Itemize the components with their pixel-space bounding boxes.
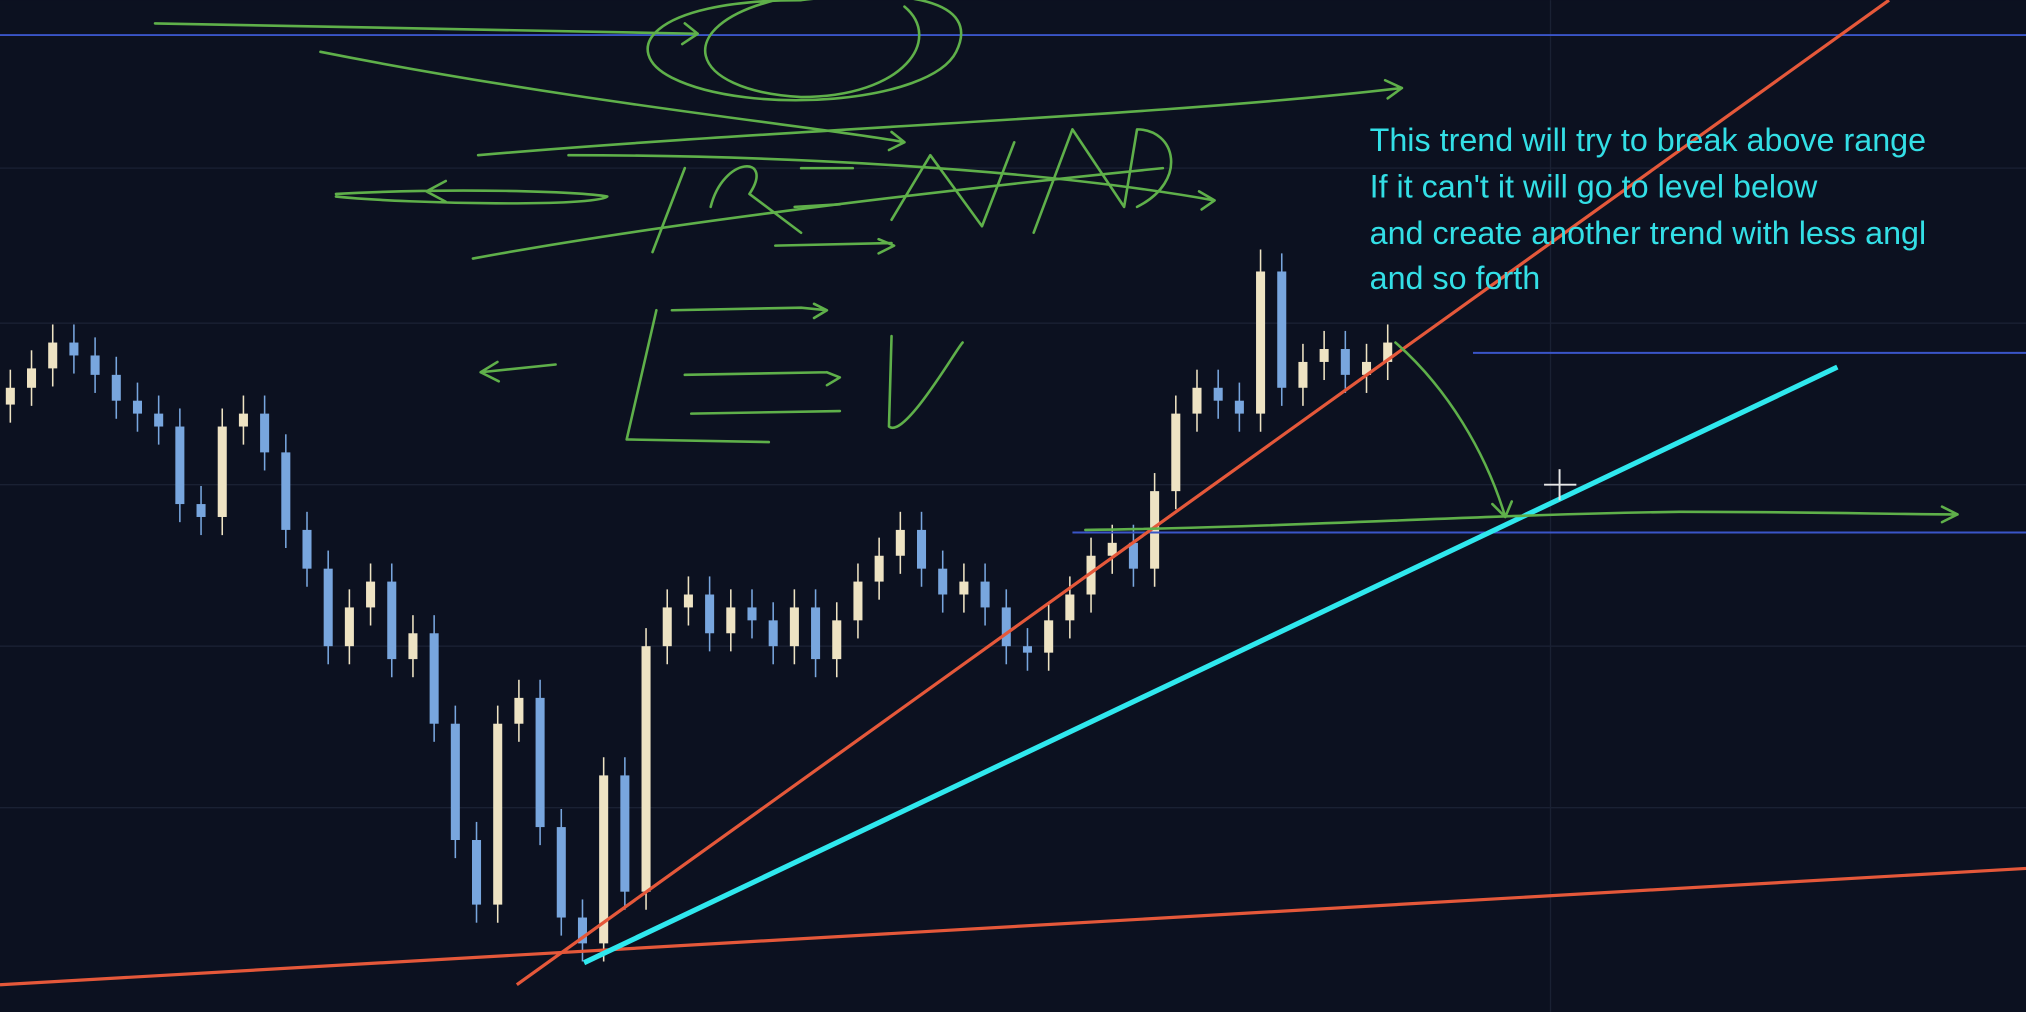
- candle-body: [5, 387, 15, 405]
- candle-body: [132, 400, 143, 414]
- candle-body: [238, 413, 248, 427]
- trend-line-cyan: [582, 364, 1839, 966]
- candle-body: [1234, 400, 1244, 414]
- candle-body: [27, 368, 37, 388]
- annotation-text: This trend will try to break above range: [1370, 122, 1927, 158]
- candle-body: [599, 775, 609, 944]
- candle-body: [1319, 349, 1329, 362]
- candle-body: [1086, 555, 1096, 595]
- candle-body: [387, 581, 397, 660]
- candle-body: [366, 581, 376, 608]
- candle-body: [472, 840, 482, 905]
- candle-body: [916, 529, 927, 569]
- candle-body: [874, 555, 884, 582]
- candle-body: [514, 697, 524, 724]
- candle-body: [1383, 342, 1393, 362]
- candle-body: [1192, 387, 1202, 414]
- annotation-text: and so forth: [1370, 260, 1541, 296]
- candle-body: [1022, 646, 1032, 653]
- candle-body: [683, 594, 693, 608]
- candle-body: [111, 374, 121, 401]
- candle-body: [959, 581, 969, 595]
- annotation-text: and create another trend with less angl: [1370, 215, 1927, 251]
- candle-body: [535, 697, 545, 828]
- candle-body: [90, 355, 100, 375]
- cursor-crosshair: [1544, 469, 1577, 501]
- candle-body: [1044, 620, 1054, 653]
- candle-body: [1128, 542, 1138, 569]
- candle-body: [408, 633, 418, 660]
- candle-body: [1150, 491, 1160, 569]
- candle-body: [1107, 542, 1117, 556]
- candle-body: [747, 607, 757, 621]
- candle-body: [641, 646, 651, 892]
- candle-body: [260, 413, 270, 453]
- candle-body: [196, 504, 206, 517]
- handwriting: [153, 0, 1959, 532]
- candle-body: [577, 917, 587, 944]
- candle-body: [69, 342, 79, 356]
- candle-body: [450, 723, 460, 841]
- candle-body: [1340, 349, 1350, 375]
- candles: [5, 249, 1393, 962]
- candle-body: [217, 426, 227, 517]
- candle-body: [1213, 387, 1223, 401]
- candle-body: [1361, 361, 1372, 375]
- candle-body: [1277, 271, 1287, 388]
- candle-body: [323, 568, 333, 647]
- candle-body: [1001, 607, 1011, 647]
- candle-body: [154, 413, 164, 427]
- candle-body: [302, 529, 312, 569]
- candle-body: [705, 594, 715, 634]
- candle-body: [811, 607, 821, 660]
- candle-body: [980, 581, 990, 608]
- candle-body: [726, 607, 736, 634]
- candle-body: [1171, 413, 1181, 492]
- candle-body: [281, 452, 291, 530]
- annotation-text: If it can't it will go to level below: [1370, 168, 1818, 204]
- candle-body: [662, 607, 672, 647]
- candle-body: [556, 827, 566, 918]
- candle-body: [1298, 361, 1308, 388]
- candle-body: [620, 775, 630, 892]
- candle-body: [832, 620, 842, 660]
- candle-body: [493, 723, 503, 905]
- candle-body: [429, 633, 439, 724]
- candle-body: [344, 607, 354, 647]
- candle-body: [175, 426, 185, 505]
- candle-body: [789, 607, 799, 647]
- trend-line: [515, 0, 1890, 987]
- candle-body: [1065, 594, 1075, 621]
- candle-body: [48, 342, 58, 369]
- candle-body: [895, 529, 905, 556]
- candle-body: [768, 620, 778, 647]
- candle-body: [938, 568, 948, 595]
- trend-line: [0, 866, 2026, 987]
- candle-body: [853, 581, 863, 621]
- candle-body: [1256, 271, 1266, 414]
